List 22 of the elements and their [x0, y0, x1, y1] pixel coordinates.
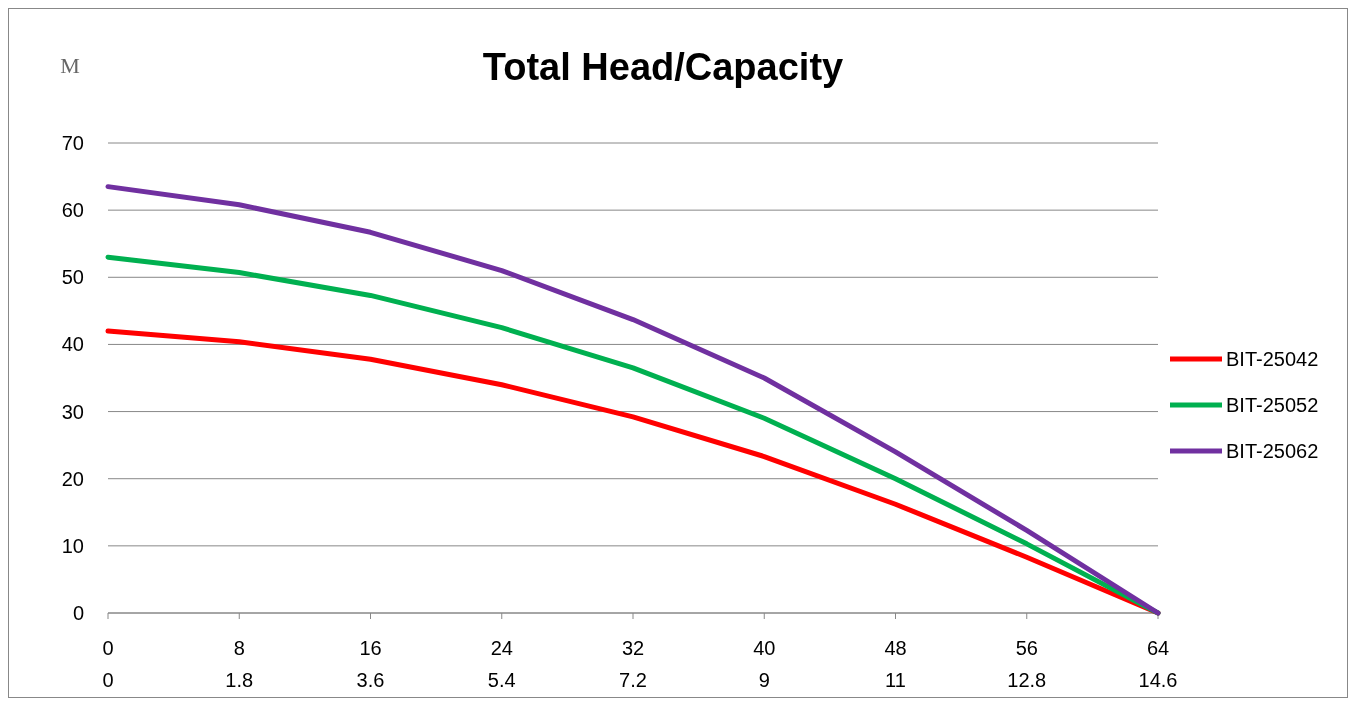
- y-tick-label: 40: [61, 333, 84, 356]
- legend-label: BIT-25052: [1226, 394, 1319, 416]
- x-tick-label: 48 11: [884, 637, 907, 691]
- legend-label: BIT-25042: [1226, 348, 1319, 370]
- x-tick-label: 64 14.6: [1138, 637, 1178, 691]
- y-tick-label: 0: [72, 602, 84, 624]
- y-axis-title: M: [60, 53, 80, 78]
- chart-title: Total Head/Capacity: [482, 46, 844, 88]
- y-tick-label: 60: [61, 199, 84, 222]
- x-tick-label: 56 12.8: [1007, 637, 1047, 691]
- y-tick-label: 20: [61, 467, 84, 490]
- y-tick-label: 50: [61, 266, 84, 289]
- y-tick-label: 70: [61, 132, 84, 154]
- y-tick-label: 30: [61, 400, 84, 423]
- legend-label: BIT-25062: [1226, 440, 1319, 462]
- x-tick-label: 8 1.8: [225, 637, 254, 691]
- x-tick-label: 24 5.4: [487, 637, 516, 691]
- x-tick-label: 40 9: [753, 637, 776, 691]
- x-tick-label: 16 3.6: [356, 637, 385, 691]
- x-tick-label: 32 7.2: [619, 637, 647, 691]
- x-tick-label: 0 0: [102, 637, 114, 691]
- y-tick-label: 10: [61, 534, 84, 557]
